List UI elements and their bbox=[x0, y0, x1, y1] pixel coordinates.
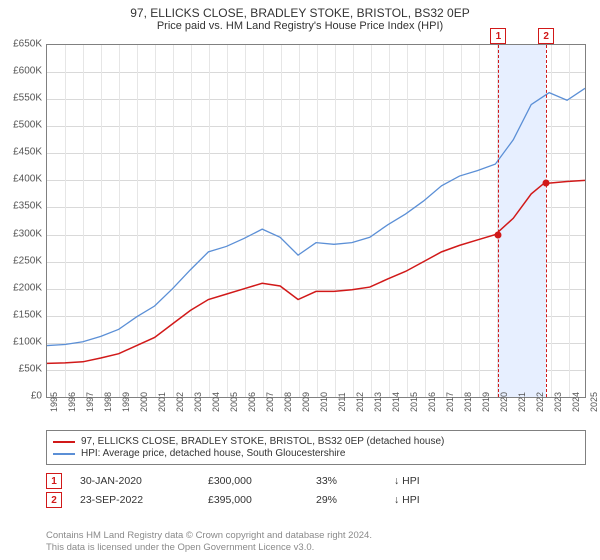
datapoint-price: £300,000 bbox=[208, 475, 298, 487]
x-axis-tick-label: 2001 bbox=[157, 392, 167, 412]
x-axis-tick-label: 2011 bbox=[337, 392, 347, 411]
x-axis-tick-label: 2021 bbox=[517, 392, 527, 412]
datapoint-row: 1 30-JAN-2020 £300,000 33% ↓ HPI bbox=[46, 473, 586, 489]
x-axis-tick-label: 2013 bbox=[373, 392, 383, 412]
x-axis-tick-label: 2002 bbox=[175, 392, 185, 412]
y-axis-tick-label: £50K bbox=[19, 363, 42, 374]
x-axis-tick-label: 2007 bbox=[265, 392, 275, 412]
x-axis-tick-label: 2003 bbox=[193, 392, 203, 412]
datapoint-vs-hpi: ↓ HPI bbox=[394, 475, 420, 487]
x-axis-tick-label: 2019 bbox=[481, 392, 491, 412]
datapoint-pct: 29% bbox=[316, 494, 376, 506]
y-axis-tick-label: £200K bbox=[13, 282, 42, 293]
x-axis-tick-label: 1995 bbox=[49, 392, 59, 412]
callout-vline bbox=[498, 45, 499, 397]
chart-title: 97, ELLICKS CLOSE, BRADLEY STOKE, BRISTO… bbox=[0, 0, 600, 20]
x-axis-tick-label: 2006 bbox=[247, 392, 257, 412]
legend-swatch bbox=[53, 453, 75, 455]
legend-swatch bbox=[53, 441, 75, 443]
x-axis-tick-label: 2009 bbox=[301, 392, 311, 412]
x-axis-tick-label: 2017 bbox=[445, 392, 455, 412]
y-axis-tick-label: £650K bbox=[13, 39, 42, 50]
datapoint-price: £395,000 bbox=[208, 494, 298, 506]
legend-item: 97, ELLICKS CLOSE, BRADLEY STOKE, BRISTO… bbox=[53, 436, 579, 447]
legend-item: HPI: Average price, detached house, Sout… bbox=[53, 448, 579, 459]
callout-number-box: 1 bbox=[490, 28, 506, 44]
callout-vline bbox=[546, 45, 547, 397]
x-axis-tick-label: 1997 bbox=[85, 392, 95, 412]
y-axis-tick-label: £600K bbox=[13, 66, 42, 77]
price-paid-marker bbox=[495, 231, 502, 238]
y-axis-tick-label: £350K bbox=[13, 201, 42, 212]
x-axis-tick-label: 2015 bbox=[409, 392, 419, 412]
y-axis-tick-label: £300K bbox=[13, 228, 42, 239]
x-axis-tick-label: 2025 bbox=[589, 392, 599, 412]
footer-line-2: This data is licensed under the Open Gov… bbox=[46, 542, 586, 554]
x-axis-tick-label: 2005 bbox=[229, 392, 239, 412]
x-axis-tick-label: 2004 bbox=[211, 392, 221, 412]
y-axis-tick-label: £550K bbox=[13, 93, 42, 104]
x-axis-tick-label: 2014 bbox=[391, 392, 401, 412]
legend-label: HPI: Average price, detached house, Sout… bbox=[81, 448, 345, 459]
datapoint-date: 23-SEP-2022 bbox=[80, 494, 190, 506]
datapoint-number-box: 2 bbox=[46, 492, 62, 508]
y-axis-tick-label: £150K bbox=[13, 309, 42, 320]
x-axis-tick-label: 2010 bbox=[319, 392, 329, 412]
y-axis-tick-label: £450K bbox=[13, 147, 42, 158]
x-axis-tick-label: 1998 bbox=[103, 392, 113, 412]
y-axis-tick-label: £500K bbox=[13, 120, 42, 131]
x-axis-tick-label: 2022 bbox=[535, 392, 545, 412]
series-line bbox=[47, 180, 585, 363]
datapoint-date: 30-JAN-2020 bbox=[80, 475, 190, 487]
datapoint-pct: 33% bbox=[316, 475, 376, 487]
x-axis-tick-label: 2024 bbox=[571, 392, 581, 412]
x-axis-tick-label: 2008 bbox=[283, 392, 293, 412]
x-axis-tick-label: 2016 bbox=[427, 392, 437, 412]
x-axis-tick-label: 1996 bbox=[67, 392, 77, 412]
datapoint-number-box: 1 bbox=[46, 473, 62, 489]
y-axis-tick-label: £100K bbox=[13, 336, 42, 347]
x-axis-tick-label: 2020 bbox=[499, 392, 509, 412]
price-paid-marker bbox=[543, 180, 550, 187]
callout-number-box: 2 bbox=[538, 28, 554, 44]
legend-label: 97, ELLICKS CLOSE, BRADLEY STOKE, BRISTO… bbox=[81, 436, 444, 447]
chart-subtitle: Price paid vs. HM Land Registry's House … bbox=[0, 20, 600, 36]
y-axis-tick-label: £250K bbox=[13, 255, 42, 266]
x-axis-tick-label: 2012 bbox=[355, 392, 365, 412]
datapoints-table: 1 30-JAN-2020 £300,000 33% ↓ HPI 2 23-SEP-2022… bbox=[46, 470, 586, 511]
series-line bbox=[47, 88, 585, 345]
x-axis-tick-label: 2023 bbox=[553, 392, 563, 412]
series-lines bbox=[47, 45, 585, 397]
x-axis-tick-label: 1999 bbox=[121, 392, 131, 412]
footer-attribution: Contains HM Land Registry data © Crown c… bbox=[46, 530, 586, 554]
y-axis-tick-label: £0 bbox=[31, 391, 42, 402]
footer-line-1: Contains HM Land Registry data © Crown c… bbox=[46, 530, 586, 542]
x-axis-tick-label: 2018 bbox=[463, 392, 473, 412]
chart-plot-area bbox=[46, 44, 586, 398]
datapoint-row: 2 23-SEP-2022 £395,000 29% ↓ HPI bbox=[46, 492, 586, 508]
x-axis-tick-label: 2000 bbox=[139, 392, 149, 412]
chart-legend: 97, ELLICKS CLOSE, BRADLEY STOKE, BRISTO… bbox=[46, 430, 586, 465]
datapoint-vs-hpi: ↓ HPI bbox=[394, 494, 420, 506]
y-axis-tick-label: £400K bbox=[13, 174, 42, 185]
